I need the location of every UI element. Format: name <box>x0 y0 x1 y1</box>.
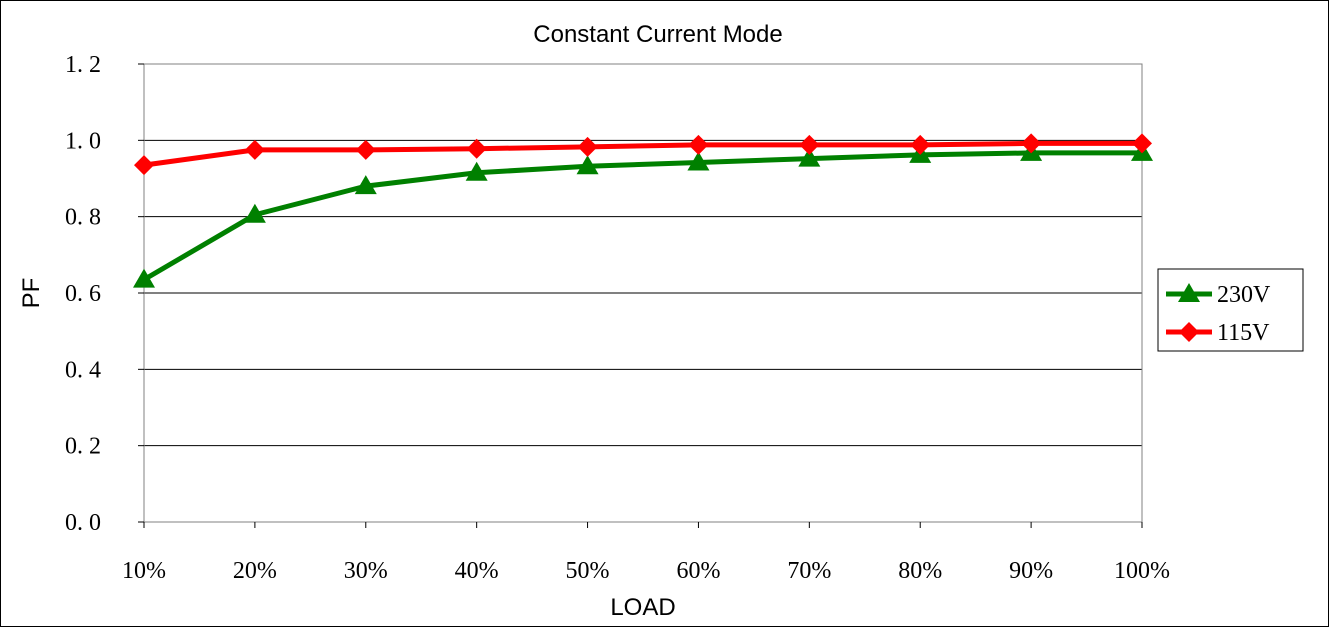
legend-box <box>1157 268 1304 352</box>
y-axis-label: PF <box>18 278 45 309</box>
series-115v-point <box>799 134 820 155</box>
series-230v-point <box>576 155 599 175</box>
series-layer <box>133 133 1153 288</box>
legend-entry-115v-label: 115V <box>1217 320 1270 346</box>
series-115v-point <box>577 136 598 157</box>
y-tick-label: 1. 2 <box>65 52 101 78</box>
y-tick-label: 1. 0 <box>65 128 101 154</box>
chart-title: Constant Current Mode <box>533 21 782 48</box>
legend: 230V 115V <box>1157 268 1304 352</box>
y-tick-label: 0. 0 <box>65 510 101 536</box>
x-axis-ticks: 10% 20% 30% 40% 50% 60% 70% 80% 90% 100% <box>122 522 1170 584</box>
legend-entry-230v: 230V <box>1166 282 1271 308</box>
series-115v-point <box>466 138 487 159</box>
x-tick-label: 60% <box>676 558 720 584</box>
x-axis-label: LOAD <box>610 594 675 621</box>
series-115v <box>134 133 1152 176</box>
series-115v-point <box>134 155 154 176</box>
y-tick-label: 0. 2 <box>65 434 101 460</box>
legend-entry-115v-marker <box>1179 322 1199 342</box>
series-230v-point <box>798 147 821 167</box>
series-115v-point <box>1132 133 1152 154</box>
legend-entry-230v-marker <box>1178 283 1200 302</box>
y-tick-label: 0. 4 <box>65 357 101 383</box>
legend-entry-230v-label: 230V <box>1217 282 1271 308</box>
x-tick-label: 90% <box>1009 558 1053 584</box>
series-115v-point <box>910 134 931 155</box>
y-tick-label: 0. 6 <box>65 281 101 307</box>
series-115v-point <box>688 134 709 155</box>
y-axis-ticks: 0. 0 0. 2 0. 4 0. 6 0. 8 1. 0 1. 2 <box>65 52 144 536</box>
x-tick-label: 30% <box>344 558 388 584</box>
y-tick-label: 0. 8 <box>65 205 101 231</box>
x-tick-label: 10% <box>122 558 166 584</box>
x-tick-label: 40% <box>455 558 499 584</box>
series-230v-point <box>354 175 377 195</box>
x-tick-label: 20% <box>233 558 277 584</box>
grid-lines <box>144 139 1142 447</box>
series-230v <box>133 141 1153 288</box>
series-115v-point <box>244 139 265 160</box>
x-tick-label: 80% <box>898 558 942 584</box>
x-tick-label: 50% <box>566 558 610 584</box>
x-tick-label: 100% <box>1114 558 1170 584</box>
legend-entry-115v: 115V <box>1166 320 1270 346</box>
series-230v-point <box>243 203 266 223</box>
series-230v-point <box>687 151 710 171</box>
series-115v-point <box>1021 133 1042 154</box>
x-tick-label: 70% <box>787 558 831 584</box>
series-115v-line <box>143 140 1142 168</box>
series-115v-point <box>355 139 376 160</box>
series-230v-point <box>133 268 155 288</box>
series-230v-point <box>465 161 488 181</box>
series-230v-line <box>142 150 1142 282</box>
